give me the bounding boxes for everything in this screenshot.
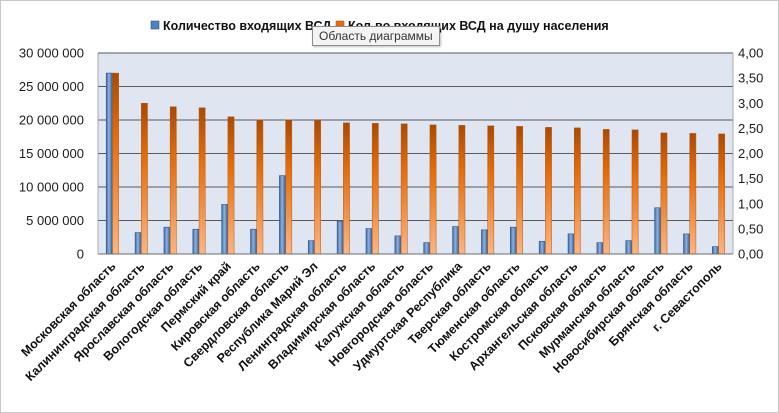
bar-vsd-per-capita — [400, 123, 408, 255]
bar-vsd-count — [481, 229, 488, 255]
bar-vsd-per-capita — [141, 103, 148, 255]
bar-vsd-count — [221, 204, 229, 255]
bar-vsd-count — [163, 226, 171, 255]
y-right-tick-label: 2,00 — [738, 146, 763, 161]
y-left-tick-label: 15 000 000 — [19, 146, 84, 161]
bar-vsd-per-capita — [689, 133, 697, 255]
bar-vsd-per-capita — [198, 107, 206, 255]
y-right-tick-label: 3,00 — [738, 96, 763, 111]
bar-vsd-per-capita — [458, 125, 466, 255]
bar-vsd-per-capita — [631, 129, 639, 255]
y-right-tick-label: 3,50 — [738, 71, 763, 86]
bar-vsd-per-capita — [343, 122, 350, 255]
y-left-tick-label: 0 — [77, 247, 84, 262]
bar-vsd-count — [250, 228, 258, 255]
bar-vsd-per-capita — [718, 133, 726, 255]
bar-vsd-per-capita — [227, 116, 235, 255]
bar-vsd-count — [423, 242, 431, 255]
y-left-tick-label: 25 000 000 — [19, 79, 84, 94]
bar-vsd-count — [538, 240, 546, 255]
bar-vsd-per-capita — [314, 120, 321, 255]
bar-vsd-per-capita — [429, 124, 437, 255]
y-left-tick-label: 20 000 000 — [19, 113, 84, 128]
plot-area — [98, 52, 733, 255]
bar-vsd-count — [567, 233, 575, 255]
bar-vsd-count — [510, 226, 517, 255]
bar-vsd-count — [134, 232, 142, 255]
y-right-tick-label: 1,00 — [738, 196, 763, 211]
y-left-tick-label: 10 000 000 — [19, 180, 84, 195]
bar-vsd-count — [712, 246, 719, 255]
bar-vsd-per-capita — [516, 126, 523, 255]
bar-vsd-count — [596, 242, 604, 255]
bar-vsd-count — [394, 235, 402, 255]
bar-vsd-per-capita — [574, 127, 581, 255]
y-right-tick-label: 0,50 — [738, 221, 763, 236]
bar-vsd-per-capita — [285, 119, 293, 255]
bar-vsd-count — [625, 240, 633, 255]
bar-vsd-per-capita — [660, 132, 668, 255]
bar-vsd-per-capita — [602, 129, 610, 255]
bar-vsd-count — [336, 220, 344, 255]
bar-vsd-per-capita — [487, 125, 495, 255]
axes: 0 5 000 000 10 000 000 15 000 000 20 000 000… — [18, 46, 763, 384]
bar-vsd-count — [365, 228, 373, 255]
bar-vsd-count — [279, 175, 286, 255]
legend-label: Количество входящих ВСД — [163, 19, 331, 33]
bar-vsd-count — [654, 207, 662, 255]
bar-vsd-per-capita — [256, 119, 264, 255]
bar-vsd-count — [105, 72, 113, 255]
x-category-label: Калининградская область — [23, 259, 148, 384]
bar-vsd-per-capita — [169, 106, 177, 255]
bar-vsd-per-capita — [112, 72, 119, 255]
y-right-tick-label: 2,50 — [738, 121, 763, 136]
bar-vsd-count — [452, 226, 460, 255]
bar-vsd-count — [683, 233, 691, 255]
y-right-tick-label: 0,00 — [738, 247, 763, 262]
bar-vsd-count — [307, 240, 315, 255]
bar-vsd-count — [192, 228, 200, 255]
y-left-tick-label: 30 000 000 — [19, 46, 84, 61]
y-left-tick-label: 5 000 000 — [26, 213, 84, 228]
y-right-tick-label: 4,00 — [738, 46, 763, 61]
y-right-tick-label: 1,50 — [738, 171, 763, 186]
bar-vsd-per-capita — [545, 127, 552, 255]
chart-area-tooltip: Область диаграммы — [312, 26, 440, 46]
bar-vsd-per-capita — [371, 123, 379, 255]
legend-swatch — [150, 20, 160, 30]
